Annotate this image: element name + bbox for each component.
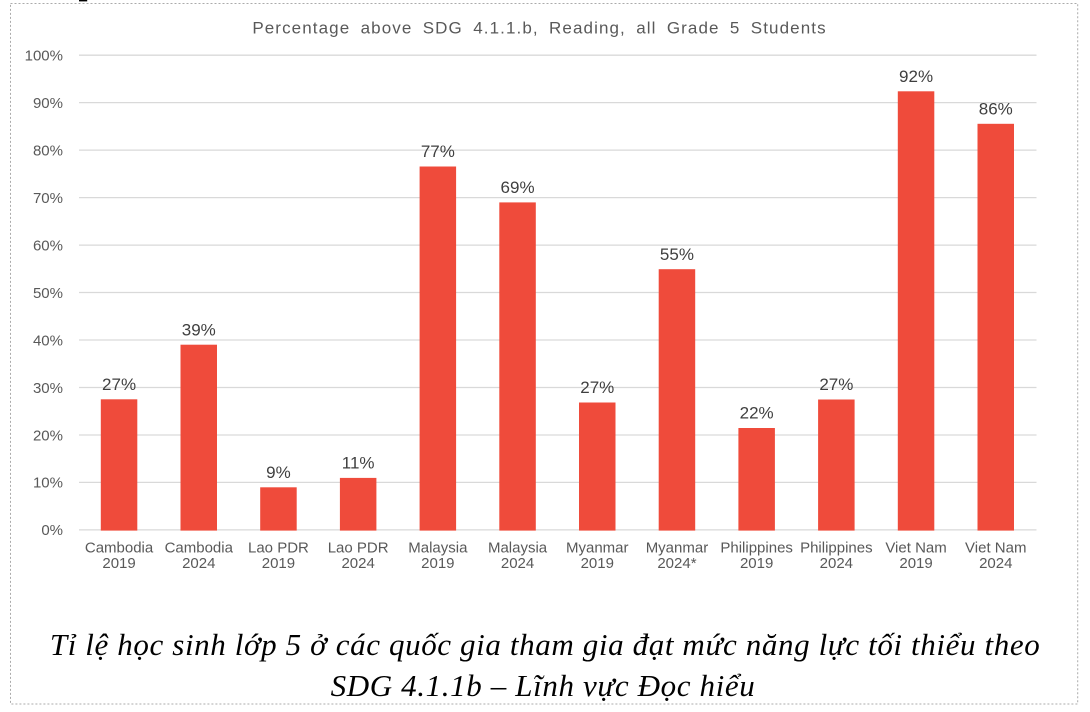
svg-text:40%: 40% [33, 332, 63, 349]
svg-text:Percentage above SDG 4.1.1.b,: Percentage above SDG 4.1.1.b, Reading, a… [252, 19, 826, 38]
svg-text:Myanmar: Myanmar [566, 540, 629, 557]
svg-text:2024: 2024 [820, 555, 853, 572]
svg-text:9%: 9% [266, 463, 291, 482]
svg-text:100%: 100% [25, 48, 63, 65]
svg-text:86%: 86% [979, 100, 1013, 119]
svg-text:10%: 10% [33, 475, 63, 492]
svg-text:27%: 27% [819, 375, 853, 394]
svg-text:11%: 11% [342, 454, 375, 473]
svg-text:2019: 2019 [102, 555, 135, 572]
svg-text:Philippines: Philippines [720, 540, 793, 557]
svg-text:27%: 27% [102, 375, 136, 394]
svg-text:Malaysia: Malaysia [408, 540, 468, 557]
svg-text:Lao PDR: Lao PDR [328, 540, 389, 557]
svg-text:Philippines: Philippines [800, 540, 873, 557]
svg-text:2024: 2024 [501, 555, 534, 572]
svg-text:2024*: 2024* [657, 555, 696, 572]
svg-text:20%: 20% [33, 427, 63, 444]
svg-text:69%: 69% [501, 178, 535, 197]
svg-text:Lao PDR: Lao PDR [248, 540, 309, 557]
svg-text:2019: 2019 [899, 555, 932, 572]
svg-text:22%: 22% [740, 404, 774, 423]
svg-text:50%: 50% [33, 285, 63, 302]
svg-text:70%: 70% [33, 190, 63, 207]
svg-text:77%: 77% [421, 142, 455, 161]
svg-text:2019: 2019 [581, 555, 614, 572]
svg-text:Myanmar: Myanmar [646, 540, 709, 557]
svg-text:27%: 27% [580, 378, 614, 397]
svg-text:0%: 0% [41, 522, 63, 539]
svg-text:2024: 2024 [979, 555, 1012, 572]
svg-text:92%: 92% [899, 67, 933, 86]
svg-text:90%: 90% [33, 95, 63, 112]
svg-text:Tỉ lệ học sinh lớp 5 ở các quố: Tỉ lệ học sinh lớp 5 ở các quốc gia tham… [50, 627, 1041, 662]
svg-text:39%: 39% [182, 320, 216, 339]
svg-text:SDG 4.1.1b – Lĩnh vực Đọc hiểu: SDG 4.1.1b – Lĩnh vực Đọc hiểu [331, 668, 756, 703]
svg-text:2019: 2019 [740, 555, 773, 572]
svg-text:Cambodia: Cambodia [85, 540, 154, 557]
svg-text:Viet Nam: Viet Nam [885, 540, 946, 557]
svg-text:55%: 55% [660, 245, 694, 264]
svg-text:Viet Nam: Viet Nam [965, 540, 1026, 557]
svg-text:30%: 30% [33, 380, 63, 397]
svg-text:2024: 2024 [341, 555, 374, 572]
svg-text:80%: 80% [33, 142, 63, 159]
svg-text:60%: 60% [33, 237, 63, 254]
svg-text:2024: 2024 [182, 555, 215, 572]
svg-text:2019: 2019 [262, 555, 295, 572]
svg-text:2019: 2019 [421, 555, 454, 572]
svg-text:Malaysia: Malaysia [488, 540, 548, 557]
svg-text:Cambodia: Cambodia [165, 540, 234, 557]
